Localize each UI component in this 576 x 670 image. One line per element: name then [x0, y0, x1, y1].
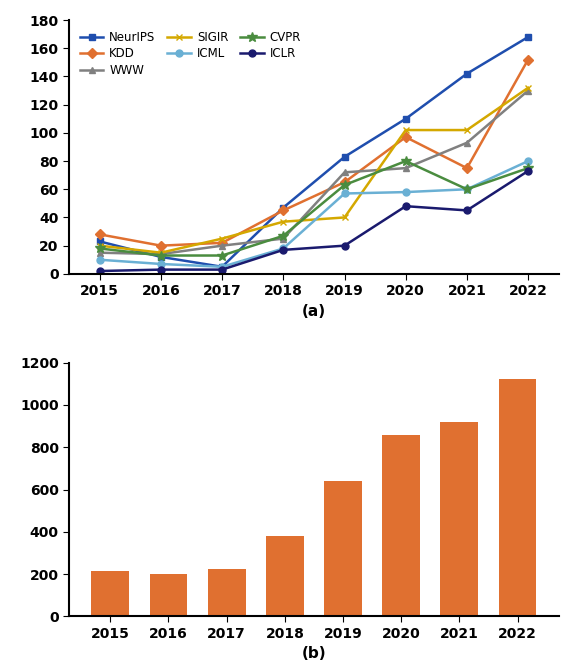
CVPR [219, 251, 226, 259]
SIGIR [341, 214, 348, 222]
Line: ICLR: ICLR [96, 168, 532, 275]
ICLR [280, 246, 287, 254]
Bar [266, 535, 304, 616]
NeurIPS [280, 204, 287, 212]
Bar [441, 422, 478, 616]
CVPR [157, 251, 164, 259]
NeurIPS [525, 33, 532, 41]
CVPR [280, 232, 287, 240]
KDD [464, 164, 471, 172]
Line: KDD: KDD [96, 56, 532, 249]
NeurIPS [464, 70, 471, 78]
X-axis label: (b): (b) [302, 647, 326, 661]
KDD [402, 133, 409, 141]
NeurIPS [96, 237, 103, 245]
ICML [280, 245, 287, 253]
NeurIPS [157, 253, 164, 261]
X-axis label: (a): (a) [302, 304, 326, 319]
Bar [499, 379, 536, 616]
KDD [219, 239, 226, 247]
ICLR [157, 265, 164, 273]
KDD [280, 206, 287, 214]
SIGIR [525, 84, 532, 92]
ICLR [402, 202, 409, 210]
SIGIR [96, 242, 103, 250]
ICLR [96, 267, 103, 275]
SIGIR [219, 234, 226, 243]
ICLR [219, 265, 226, 273]
WWW [464, 139, 471, 147]
WWW [341, 168, 348, 176]
WWW [219, 242, 226, 250]
CVPR [96, 245, 103, 253]
SIGIR [280, 218, 287, 226]
NeurIPS [341, 153, 348, 161]
ICML [96, 256, 103, 264]
CVPR [341, 181, 348, 189]
Line: CVPR: CVPR [95, 156, 533, 261]
KDD [96, 230, 103, 239]
WWW [280, 234, 287, 243]
ICML [402, 188, 409, 196]
Bar [208, 570, 245, 616]
WWW [402, 164, 409, 172]
SIGIR [402, 126, 409, 134]
Line: SIGIR: SIGIR [96, 84, 532, 256]
KDD [341, 178, 348, 186]
KDD [157, 242, 164, 250]
ICML [157, 260, 164, 268]
Bar [382, 435, 420, 616]
ICML [464, 185, 471, 193]
WWW [525, 86, 532, 94]
ICLR [341, 242, 348, 250]
Line: NeurIPS: NeurIPS [96, 34, 532, 270]
SIGIR [464, 126, 471, 134]
NeurIPS [402, 115, 409, 123]
NeurIPS [219, 263, 226, 271]
Line: WWW: WWW [96, 87, 532, 257]
KDD [525, 56, 532, 64]
Bar [324, 481, 362, 616]
Line: ICML: ICML [96, 157, 532, 270]
ICML [525, 157, 532, 165]
ICLR [525, 167, 532, 175]
WWW [96, 249, 103, 257]
ICML [341, 190, 348, 198]
SIGIR [157, 249, 164, 257]
CVPR [464, 185, 471, 193]
Bar [150, 574, 187, 616]
Bar [92, 571, 129, 616]
Legend: NeurIPS, KDD, WWW, SIGIR, ICML, CVPR, ICLR: NeurIPS, KDD, WWW, SIGIR, ICML, CVPR, IC… [75, 26, 306, 82]
CVPR [525, 164, 532, 172]
ICLR [464, 206, 471, 214]
ICML [219, 263, 226, 271]
CVPR [402, 157, 409, 165]
WWW [157, 250, 164, 258]
